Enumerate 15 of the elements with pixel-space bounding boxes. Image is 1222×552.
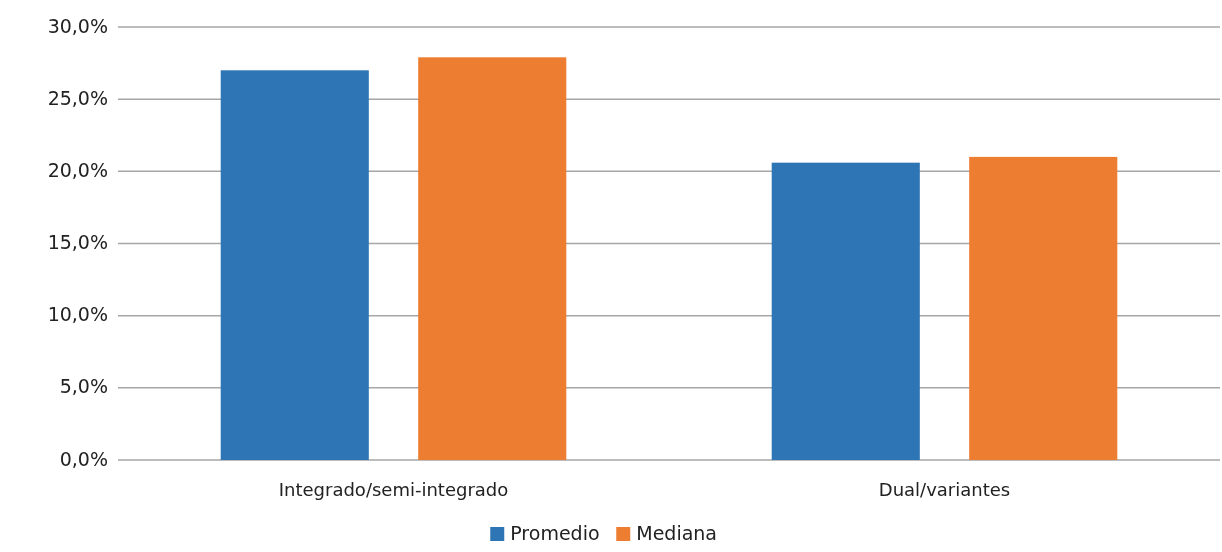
x-tick-label: Dual/variantes	[878, 479, 1011, 500]
y-tick-label: 5,0%	[59, 375, 108, 398]
y-tick-label: 0,0%	[59, 447, 108, 470]
bar	[969, 156, 1118, 460]
y-tick-label: 20,0%	[47, 158, 108, 181]
legend-label: Mediana	[636, 522, 717, 544]
y-tick-label: 15,0%	[47, 231, 108, 253]
y-tick-label: 30,0%	[47, 14, 108, 37]
y-tick-label: 10,0%	[47, 303, 108, 326]
bar	[771, 162, 920, 460]
x-tick-label: Integrado/semi-integrado	[278, 479, 509, 500]
y-tick-label: 25,0%	[47, 86, 108, 109]
bar	[220, 70, 369, 460]
bar	[418, 57, 567, 460]
legend-label: Promedio	[510, 522, 600, 544]
